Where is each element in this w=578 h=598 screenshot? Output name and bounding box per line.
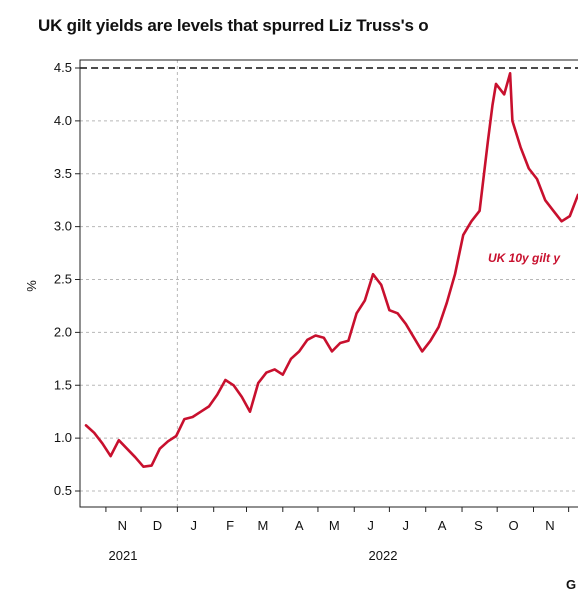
x-year-label: 2021 (109, 548, 138, 563)
plot-frame (79, 59, 578, 508)
x-tick-label: M (329, 518, 340, 533)
series-line-uk-10y-gilt (84, 72, 578, 468)
y-axis-label: % (24, 280, 39, 292)
source-note: G (566, 577, 577, 592)
chart-title: UK gilt yields are levels that spurred L… (38, 16, 429, 35)
x-tick-label: J (403, 518, 410, 533)
y-tick-label: 3.5 (54, 166, 72, 181)
y-tick-label: 1.5 (54, 377, 72, 392)
x-tick-label: F (226, 518, 234, 533)
series-label: UK 10y gilt y (488, 251, 561, 265)
x-tick-label: M (257, 518, 268, 533)
x-tick-label: N (118, 518, 127, 533)
x-axis: NDJFMAMJJASOND20212022 (105, 507, 570, 563)
y-axis: 0.5 1.0 1.5 2.0 2.5 3.0 3.5 4.0 4.5 (54, 60, 80, 498)
x-tick-label: A (295, 518, 304, 533)
y-tick-label: 3.0 (54, 219, 72, 234)
x-tick-label: O (509, 518, 519, 533)
y-tick-label: 1.0 (54, 430, 72, 445)
y-tick-label: 2.5 (54, 272, 72, 287)
grid (80, 60, 578, 507)
x-tick-label: D (153, 518, 162, 533)
y-tick-label: 2.0 (54, 324, 72, 339)
x-tick-label: J (191, 518, 198, 533)
y-tick-label: 4.5 (54, 60, 72, 75)
x-tick-label: J (367, 518, 374, 533)
x-tick-label: S (474, 518, 483, 533)
x-year-label: 2022 (369, 548, 398, 563)
y-tick-label: 4.0 (54, 113, 72, 128)
x-tick-label: N (545, 518, 554, 533)
x-tick-label: A (438, 518, 447, 533)
y-tick-label: 0.5 (54, 483, 72, 498)
